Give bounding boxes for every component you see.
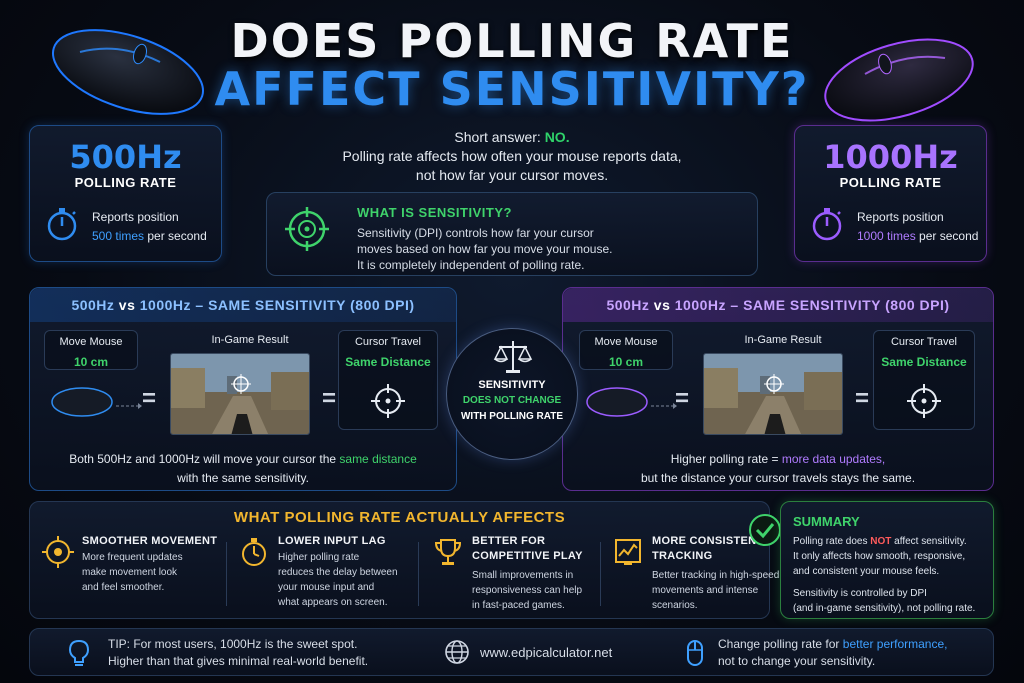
lightbulb-icon <box>68 639 90 666</box>
feature-title: BETTER FOR COMPETITIVE PLAY <box>472 535 583 562</box>
mouse-icon <box>51 387 142 417</box>
comparison-caption: Both 500Hz and 1000Hz will move your cur… <box>69 452 417 485</box>
divider <box>418 542 419 606</box>
scale-icon <box>493 341 533 373</box>
summary-panel: SUMMARY Polling rate does NOT affect sen… <box>780 501 994 619</box>
blue-mouse-image <box>51 29 205 115</box>
title-line-2: AFFECT SENSITIVITY? <box>214 62 810 116</box>
feature-description: Higher polling rate reduces the delay be… <box>278 552 398 608</box>
hz-label: POLLING RATE <box>839 175 942 190</box>
move-mouse-card <box>579 330 673 370</box>
badge-line-2: DOES NOT CHANGE <box>462 395 562 406</box>
game-scene-image <box>170 353 310 435</box>
summary-title: SUMMARY <box>793 514 860 529</box>
feature-title: MORE CONSISTENT TRACKING <box>652 535 764 562</box>
crosshair-icon <box>285 207 329 251</box>
chart-icon <box>615 539 641 565</box>
summary-text: Polling rate does NOT affect sensitivity… <box>793 536 967 577</box>
comparison-header: 500Hz vs 1000Hz – SAME SENSITIVITY (800 … <box>30 288 456 322</box>
feature-lower-input-lag: LOWER INPUT LAG Higher polling rate redu… <box>238 534 418 614</box>
reports-text: Reports position <box>857 210 944 224</box>
equals-sign: = <box>322 385 337 412</box>
check-icon <box>749 514 781 546</box>
reports-rate: 500 times per second <box>92 229 207 243</box>
cursor-travel-value: Same Distance <box>345 355 431 369</box>
comparison-header: 500Hz vs 1000Hz – SAME SENSITIVITY (800 … <box>563 288 993 322</box>
polling-1000hz-card: 1000Hz POLLING RATE Reports position 100… <box>794 125 987 262</box>
in-game-result-label: In-Game Result <box>744 334 822 346</box>
sensitivity-description: Sensitivity (DPI) controls how far your … <box>357 226 613 272</box>
feature-title: SMOOTHER MOVEMENT <box>82 535 218 547</box>
equals-sign: = <box>142 385 157 412</box>
feature-description: Small improvements in responsiveness can… <box>472 570 583 611</box>
trophy-icon <box>434 539 462 565</box>
affects-title: WHAT POLLING RATE ACTUALLY AFFECTS <box>233 509 566 526</box>
feature-description: More frequent updates make movement look… <box>82 552 183 593</box>
game-scene-image <box>703 353 843 435</box>
move-distance: 10 cm <box>73 355 109 369</box>
equals-sign: = <box>855 385 870 412</box>
hz-value: 1000Hz <box>823 138 958 176</box>
mouse-icon <box>586 387 677 417</box>
affects-panel: WHAT POLLING RATE ACTUALLY AFFECTS SMOOT… <box>29 501 779 619</box>
hz-value: 500Hz <box>69 138 182 176</box>
badge-line-3: WITH POLLING RATE <box>460 411 564 422</box>
in-game-result-label: In-Game Result <box>211 334 289 346</box>
comparison-caption: Higher polling rate = more data updates,… <box>640 452 916 485</box>
footer-bar: TIP: For most users, 1000Hz is the sweet… <box>29 628 994 676</box>
reports-rate: 1000 times per second <box>857 229 979 243</box>
summary-note: Sensitivity is controlled by DPI (and in… <box>793 588 976 614</box>
feature-smoother-movement: SMOOTHER MOVEMENT More frequent updates … <box>42 534 222 614</box>
crosshair-icon <box>907 384 941 418</box>
move-mouse-label: Move Mouse <box>594 336 658 348</box>
purple-mouse-image <box>824 38 974 122</box>
cursor-travel-label: Cursor Travel <box>354 336 422 348</box>
stopwatch-icon <box>47 208 77 241</box>
stopwatch-icon <box>812 208 842 241</box>
reports-text: Reports position <box>92 210 179 224</box>
short-answer: Short answer: NO. Polling rate affects h… <box>342 129 682 183</box>
feature-consistent-tracking: MORE CONSISTENT TRACKING Better tracking… <box>612 534 792 614</box>
sensitivity-title: WHAT IS SENSITIVITY? <box>357 205 512 220</box>
comparison-right-panel: 500Hz vs 1000Hz – SAME SENSITIVITY (800 … <box>562 287 994 491</box>
feature-description: Better tracking in high-speed movements … <box>652 570 780 611</box>
tip-text: TIP: For most users, 1000Hz is the sweet… <box>108 637 369 668</box>
target-icon <box>42 536 74 568</box>
mouse-icon <box>687 640 703 666</box>
move-distance: 10 cm <box>608 355 644 369</box>
badge-line-1: SENSITIVITY <box>478 379 546 391</box>
hz-label: POLLING RATE <box>74 175 177 190</box>
title-line-1: DOES POLLING RATE <box>230 14 794 68</box>
divider <box>600 542 601 606</box>
globe-icon <box>445 640 469 664</box>
move-mouse-label: Move Mouse <box>59 336 123 348</box>
comparison-left-panel: 500Hz vs 1000Hz – SAME SENSITIVITY (800 … <box>29 287 457 491</box>
website-link[interactable]: www.edpicalculator.net <box>480 645 613 660</box>
sensitivity-badge: SENSITIVITY DOES NOT CHANGE WITH POLLING… <box>446 328 578 460</box>
stopwatch-icon <box>242 538 266 566</box>
feature-title: LOWER INPUT LAG <box>278 535 386 547</box>
change-note: Change polling rate for better performan… <box>718 637 948 668</box>
crosshair-icon <box>371 384 405 418</box>
cursor-travel-value: Same Distance <box>881 355 967 369</box>
divider <box>226 542 227 606</box>
feature-competitive-play: BETTER FOR COMPETITIVE PLAY Small improv… <box>432 534 612 614</box>
sensitivity-card: WHAT IS SENSITIVITY? Sensitivity (DPI) c… <box>266 192 758 276</box>
move-mouse-card <box>44 330 138 370</box>
polling-500hz-card: 500Hz POLLING RATE Reports position 500 … <box>29 125 222 262</box>
cursor-travel-label: Cursor Travel <box>890 336 958 348</box>
equals-sign: = <box>675 385 690 412</box>
